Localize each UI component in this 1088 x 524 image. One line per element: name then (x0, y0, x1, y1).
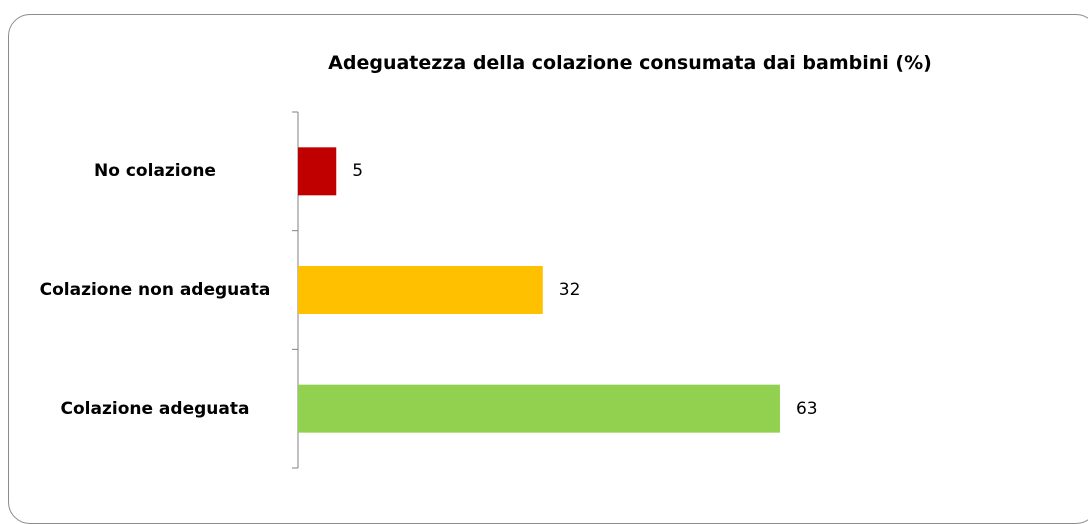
chart-title: Adeguatezza della colazione consumata da… (328, 52, 932, 74)
category-label: Colazione non adeguata (39, 280, 271, 300)
bar (298, 266, 543, 314)
bar (298, 147, 337, 196)
chart (292, 111, 780, 469)
page: {"chart_data": {"type": "bar", "orientat… (8, 14, 1088, 524)
category-label: Colazione adeguata (60, 398, 250, 419)
data-label: 32 (558, 280, 581, 300)
data-label: 63 (795, 398, 818, 419)
category-label: No colazione (94, 161, 216, 182)
bar (298, 384, 780, 433)
data-label: 5 (352, 161, 364, 182)
